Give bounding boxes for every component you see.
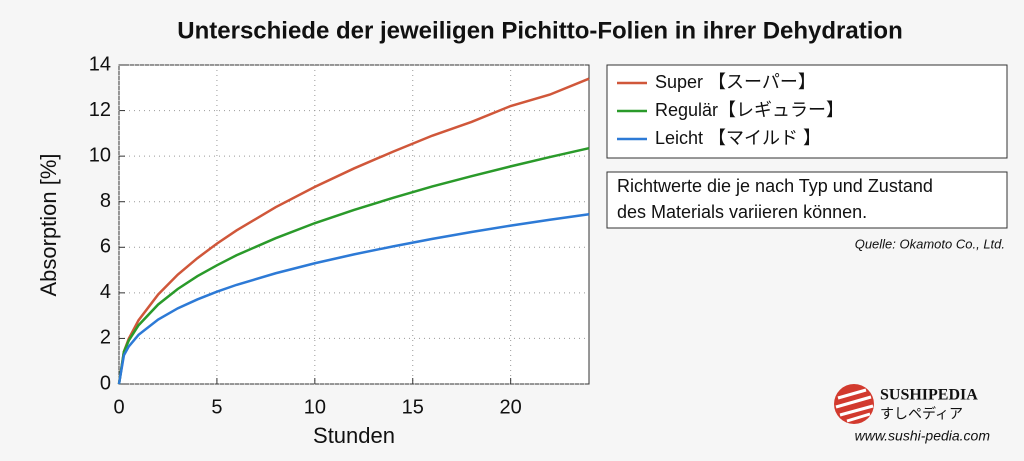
- y-tick-label: 8: [100, 190, 111, 212]
- logo: [834, 384, 874, 424]
- brand-url: www.sushi-pedia.com: [855, 428, 991, 444]
- legend-box: [606, 64, 1008, 159]
- y-tick-label: 14: [89, 53, 111, 75]
- x-tick-label: 20: [500, 396, 522, 418]
- y-tick-label: 0: [100, 372, 111, 394]
- legend-label: Leicht 【マイルド 】: [655, 128, 821, 148]
- y-tick-label: 12: [89, 99, 111, 121]
- source: Quelle: Okamoto Co., Ltd.: [855, 236, 1005, 251]
- x-tick-label: 15: [402, 396, 424, 418]
- chart-title: Unterschiede der jeweiligen Pichitto-Fol…: [177, 17, 902, 44]
- legend-label: Regulär【レギュラー】: [655, 100, 844, 120]
- series-line: [117, 213, 590, 385]
- series-line: [117, 77, 590, 385]
- series-line: [117, 146, 590, 385]
- x-tick-label: 5: [211, 396, 222, 418]
- y-tick-label: 6: [100, 236, 111, 258]
- y-tick-label: 10: [89, 144, 111, 166]
- y-tick-label: 4: [100, 281, 111, 303]
- brand-name: SUSHIPEDIA: [880, 387, 978, 404]
- logo-stripes: [835, 388, 874, 423]
- brand-subtitle: すしペディア: [880, 406, 963, 422]
- note-line: Richtwerte die je nach Typ und Zustand: [617, 176, 933, 196]
- x-tick-label: 0: [113, 396, 124, 418]
- y-axis-label: Absorption [%]: [36, 153, 61, 296]
- note-box: [606, 171, 1008, 229]
- x-axis-label: Stunden: [313, 423, 395, 448]
- y-tick-label: 2: [100, 327, 111, 349]
- note-line: des Materials variieren können.: [617, 202, 867, 222]
- legend-label: Super 【スーパー】: [655, 72, 816, 92]
- x-tick-label: 10: [304, 396, 326, 418]
